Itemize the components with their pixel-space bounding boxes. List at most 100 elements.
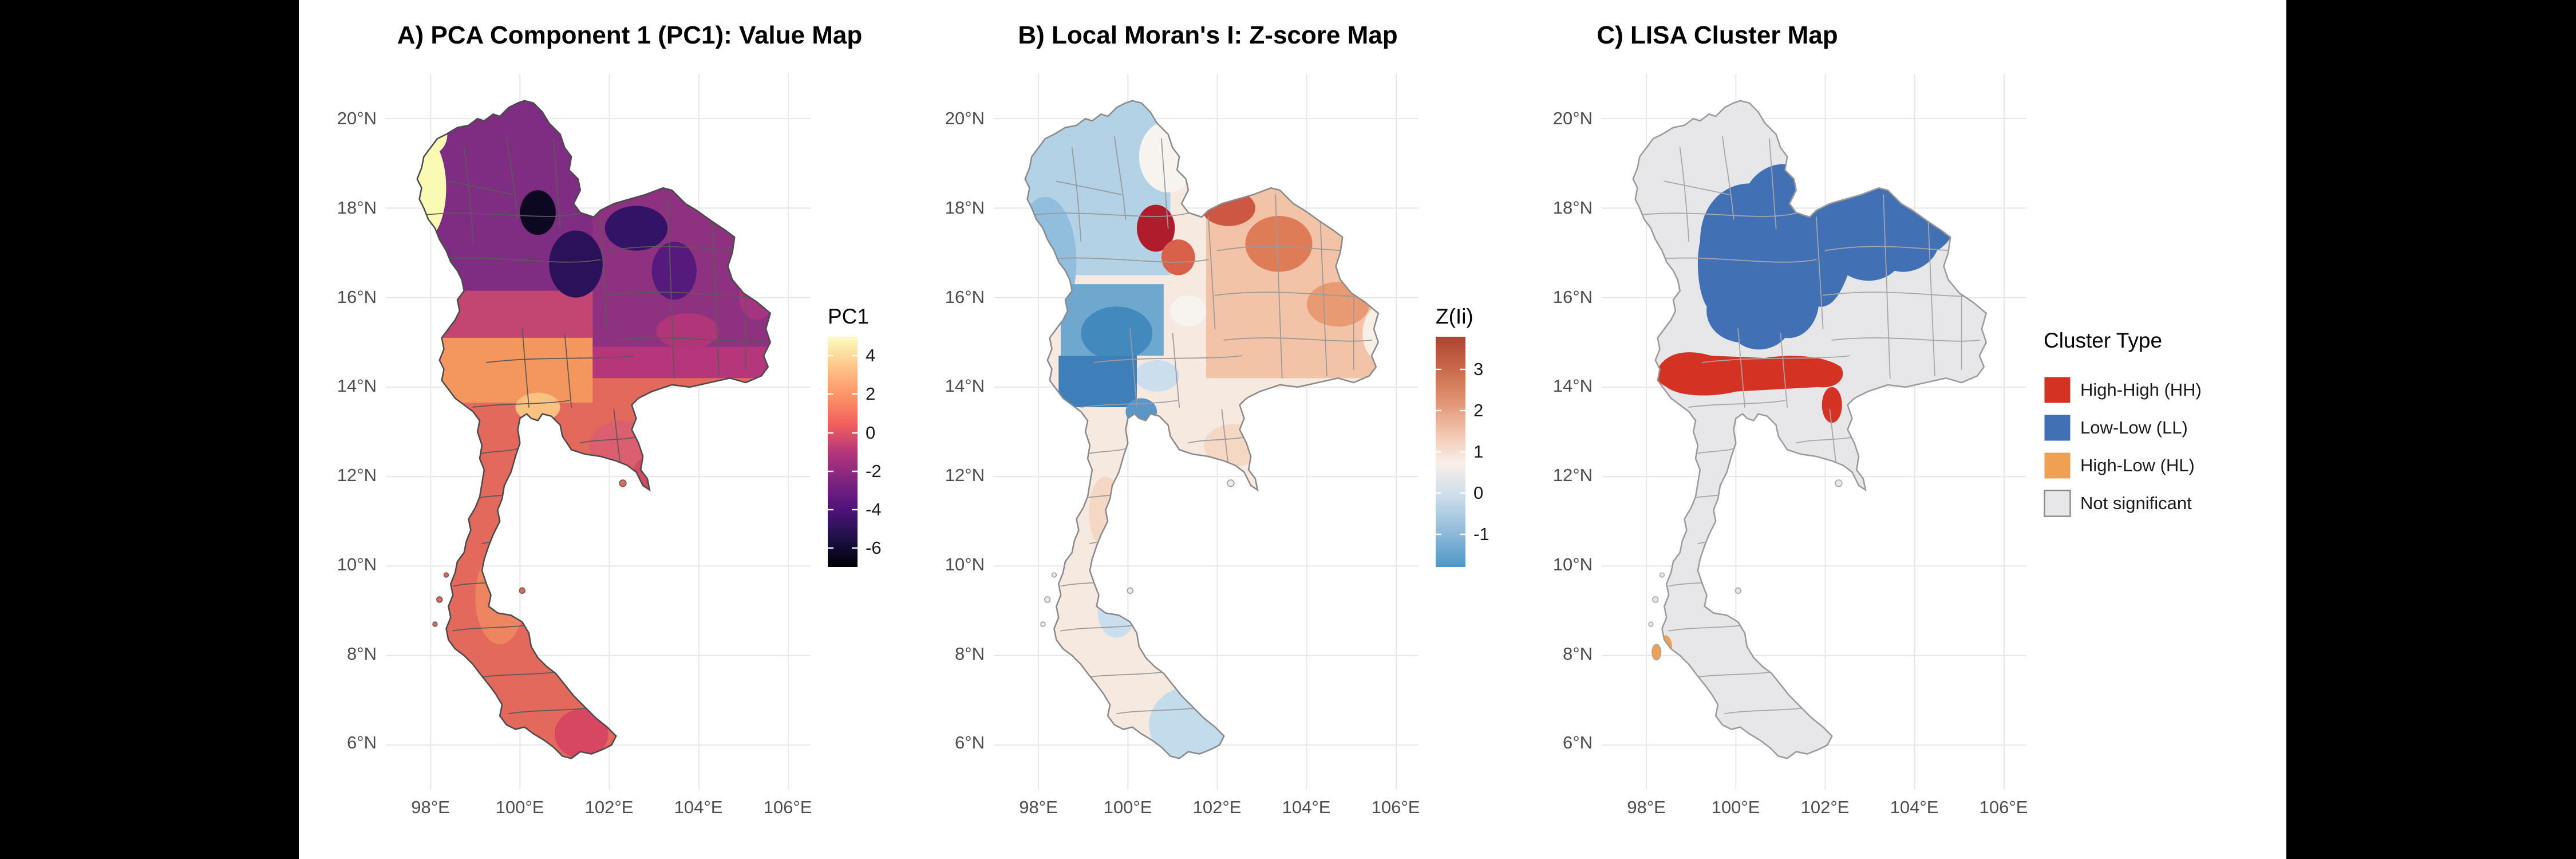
region-northeast-orange — [1245, 216, 1313, 272]
x-tick-label: 100°E — [1103, 797, 1152, 817]
colorbar-tick-label: 4 — [866, 345, 876, 365]
region-hotspot-orange — [1161, 239, 1195, 275]
region-central-light-blue — [1135, 360, 1180, 392]
panel-b-title: B) Local Moran's I: Z-score Map — [1018, 21, 1398, 49]
region-northwest-yellow-2 — [418, 115, 448, 153]
region-northeast-magenta-band — [592, 346, 771, 379]
y-tick-label: 18°N — [1552, 198, 1593, 218]
legend-key-label: Not significant — [2080, 493, 2192, 513]
y-tick-label: 6°N — [954, 732, 985, 752]
legend-key-label: High-Low (HL) — [2080, 455, 2195, 475]
panel-c-title: C) LISA Cluster Map — [1597, 21, 1838, 49]
panel-c-x-axis: 98°E 100°E 102°E 104°E 106°E — [1602, 797, 2028, 820]
panel-c-y-axis: 20°N 18°N 16°N 14°N 12°N 10°N 8°N 6°N — [1524, 0, 1593, 859]
legend-pc1: PC1 4 2 0 -2 -4 -6 — [828, 0, 1068, 859]
x-tick-label: 98°E — [1019, 797, 1058, 817]
region-southeast-pale — [1204, 424, 1265, 467]
region-east-pale — [1362, 304, 1378, 362]
legend-key-high-low: High-Low (HL) — [2044, 451, 2195, 480]
panel-a-y-axis: 20°N 18°N 16°N 14°N 12°N 10°N 8°N 6°N — [308, 0, 377, 859]
panel-b-x-axis: 98°E 100°E 102°E 104°E 106°E — [994, 797, 1420, 820]
legend-cluster-title: Cluster Type — [2044, 329, 2163, 352]
region-northeast-pale-top — [1286, 174, 1358, 211]
colorbar-tick-label: 0 — [866, 423, 876, 443]
region-dark-navy-central — [549, 230, 603, 298]
map-panel-c-lisa — [1602, 74, 2026, 790]
not-significant-swatch — [2044, 490, 2071, 517]
legend-key-high-high: High-High (HH) — [2044, 376, 2202, 404]
panel-a-x-axis: 98°E 100°E 102°E 104°E 106°E — [386, 797, 812, 820]
y-tick-label: 8°N — [1562, 644, 1593, 664]
y-tick-label: 18°N — [945, 198, 985, 218]
map-panel-b-moran-z — [994, 74, 1419, 790]
legend-z-score: Z(Ii) 3 2 1 0 -1 — [1436, 0, 1676, 859]
y-tick-label: 18°N — [337, 198, 377, 218]
x-tick-label: 98°E — [1627, 797, 1666, 817]
x-tick-label: 106°E — [1371, 797, 1420, 817]
region-high-low-island — [1652, 644, 1662, 661]
region-northwest-blue — [1025, 100, 1171, 275]
region-kanchanaburi-blue — [1058, 356, 1137, 408]
x-tick-label: 98°E — [411, 797, 450, 817]
legend-key-not-significant: Not significant — [2044, 489, 2192, 518]
y-tick-label: 10°N — [337, 554, 377, 574]
y-tick-label: 8°N — [954, 644, 985, 664]
y-tick-label: 16°N — [945, 287, 985, 307]
region-magenta-northeast — [656, 313, 719, 349]
legend-z-title: Z(Ii) — [1436, 305, 1473, 328]
colorbar-tick-label: -6 — [866, 538, 882, 558]
y-tick-label: 10°N — [945, 554, 985, 574]
y-tick-label: 20°N — [337, 108, 377, 128]
panel-b-y-axis: 20°N 18°N 16°N 14°N 12°N 10°N 8°N 6°N — [916, 0, 985, 859]
region-dark-navy-northeast — [605, 206, 668, 251]
legend-key-label: High-High (HH) — [2080, 380, 2202, 400]
region-southeast-pink — [589, 420, 657, 470]
y-tick-label: 6°N — [346, 732, 377, 752]
y-tick-label: 8°N — [346, 644, 377, 664]
region-nan-pale — [1139, 121, 1198, 193]
region-central-orange-band — [417, 337, 593, 403]
colorbar-tick-label: -1 — [1473, 524, 1490, 544]
y-tick-label: 20°N — [1552, 108, 1593, 128]
region-mid-peninsula-light-blue — [1097, 588, 1136, 638]
x-tick-label: 106°E — [763, 797, 812, 817]
x-tick-label: 102°E — [1800, 797, 1850, 817]
low-low-swatch — [2044, 415, 2071, 441]
colorbar-tick-label: -2 — [866, 461, 882, 481]
region-gulf-blue — [1125, 398, 1157, 425]
y-tick-label: 16°N — [337, 287, 377, 307]
region-dark-purple-northeast — [651, 241, 697, 300]
y-tick-label: 10°N — [1552, 554, 1593, 574]
x-tick-label: 100°E — [1711, 797, 1760, 817]
pc1-colorbar — [828, 337, 858, 567]
region-central-west-blue-deep — [1081, 306, 1153, 360]
colorbar-tick-label: 0 — [1473, 483, 1484, 503]
legend-cluster-type: Cluster Type High-High (HH) Low-Low (LL)… — [2044, 0, 2284, 859]
x-tick-label: 104°E — [1282, 797, 1331, 817]
y-tick-label: 20°N — [945, 108, 985, 128]
colorbar-ticks — [828, 354, 858, 549]
colorbar-tick-label: 2 — [866, 384, 876, 404]
x-tick-label: 102°E — [1192, 797, 1242, 817]
colorbar-tick-label: 3 — [1473, 359, 1484, 379]
x-tick-label: 104°E — [1890, 797, 1939, 817]
z-colorbar — [1436, 337, 1465, 567]
y-tick-label: 14°N — [945, 376, 985, 396]
colorbar-tick-label: 1 — [1473, 442, 1484, 462]
high-high-swatch — [2044, 377, 2071, 403]
colorbar-tick-label: 2 — [1473, 400, 1484, 420]
y-tick-label: 12°N — [337, 465, 377, 485]
x-tick-label: 102°E — [584, 797, 634, 817]
region-high-high-cluster — [1655, 352, 1843, 396]
region-black-patch — [520, 190, 556, 235]
y-tick-label: 12°N — [1552, 465, 1593, 485]
y-tick-label: 6°N — [1562, 732, 1593, 752]
y-tick-label: 14°N — [1552, 376, 1593, 396]
x-tick-label: 106°E — [1979, 797, 2028, 817]
region-low-low-cluster — [1697, 164, 1957, 350]
y-tick-label: 12°N — [945, 465, 985, 485]
y-tick-label: 16°N — [1552, 287, 1593, 307]
region-central-white — [1170, 295, 1206, 327]
map-panel-a-pc1 — [386, 74, 811, 790]
